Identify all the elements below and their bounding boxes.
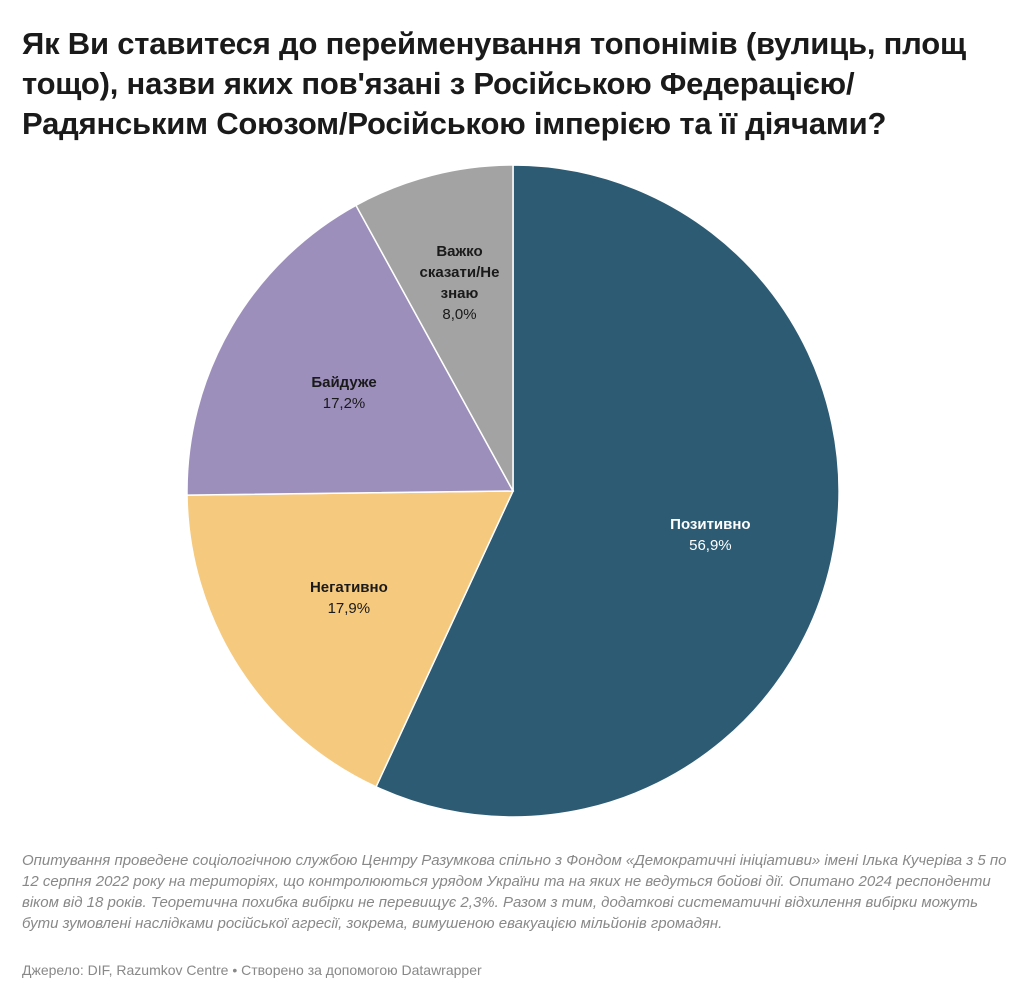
- slice-value-3: 8,0%: [442, 306, 476, 323]
- slice-label-3: Важко: [436, 243, 482, 260]
- chart-title: Як Ви ставитеся до перейменування топоні…: [22, 26, 966, 141]
- pie-slices: [186, 164, 840, 818]
- methodology-note: Опитування проведене соціологічною служб…: [22, 852, 1007, 932]
- pie-slice-1: [186, 490, 515, 788]
- slice-value-0: 56,9%: [689, 537, 732, 554]
- slice-label-3: сказати/Не: [420, 264, 500, 281]
- slice-label-0: Позитивно: [670, 516, 750, 533]
- slice-value-1: 17,9%: [328, 600, 371, 617]
- slice-label-2: Байдуже: [311, 374, 376, 391]
- slice-label-1: Негативно: [310, 579, 388, 596]
- pie-chart: Позитивно 56,9% Негативно 17,9% Байдуже 17,2%…: [186, 164, 840, 818]
- pie-labels: Позитивно 56,9% Негативно 17,9% Байдуже 17,2%…: [310, 243, 751, 617]
- pie-slice-0: [375, 164, 840, 818]
- pie-slice-2: [186, 204, 515, 496]
- pie-slice-3: [354, 164, 514, 492]
- slice-value-2: 17,2%: [323, 395, 366, 412]
- source-line: Джерело: DIF, Razumkov Centre • Створено…: [22, 962, 482, 978]
- slice-label-3: знаю: [441, 285, 479, 302]
